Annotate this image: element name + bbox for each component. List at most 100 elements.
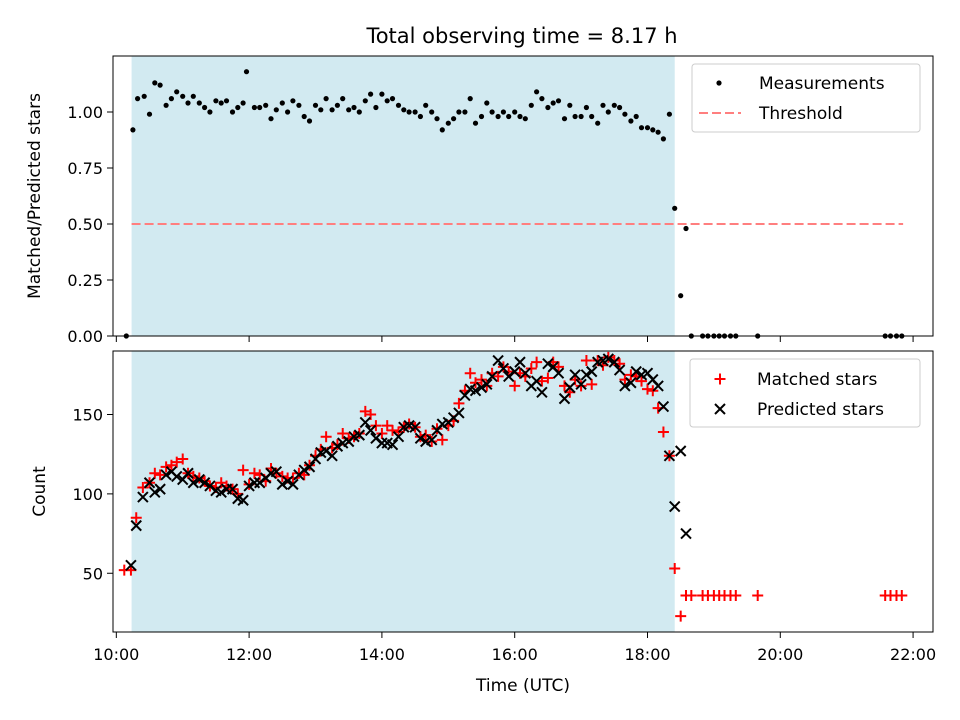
matched-star-point	[553, 361, 565, 373]
predicted-star-point	[469, 384, 482, 397]
top-panel: 0.00 0.25 0.50 0.75 1.00 Matched/Predicted s…	[25, 55, 934, 346]
measurement-point	[484, 100, 490, 106]
matched-star-point	[130, 512, 142, 524]
matched-star-point	[160, 461, 172, 473]
legend-label-measurements: Measurements	[759, 74, 885, 94]
bottom-y-tick-label: 150	[72, 406, 103, 425]
legend-label-predicted: Predicted stars	[757, 400, 884, 420]
matched-star-point	[353, 428, 365, 440]
measurement-point	[395, 102, 402, 108]
measurement-point	[180, 93, 186, 99]
predicted-star-point	[425, 434, 438, 446]
predicted-star-point	[130, 519, 142, 532]
bottom-y-tick-label: 100	[72, 485, 103, 504]
measurement-point	[545, 104, 551, 111]
matched-star-point	[248, 467, 260, 479]
measurement-point	[522, 116, 528, 122]
top-y-tick-label: 0.50	[67, 215, 103, 234]
predicted-star-point	[215, 486, 227, 499]
measurement-point	[423, 102, 429, 108]
measurement-point	[467, 96, 473, 102]
measurement-point	[389, 96, 396, 102]
bottom-y-ticks: 50 100 150	[72, 406, 113, 583]
matched-star-point	[420, 429, 432, 441]
measurement-point	[268, 116, 274, 122]
bottom-x-tick-label: 22:00	[890, 645, 936, 664]
matched-star-point	[276, 470, 288, 482]
matched-star-point	[592, 355, 604, 367]
predicted-star-point	[613, 364, 626, 376]
matched-star-point	[154, 469, 166, 481]
matched-star-point	[525, 362, 537, 374]
measurement-point	[650, 127, 656, 133]
matched-star-point	[497, 361, 509, 373]
predicted-star-point	[486, 370, 498, 383]
measurement-point	[329, 107, 335, 113]
bottom-y-tick-label: 50	[83, 564, 103, 583]
measurement-point	[190, 93, 196, 99]
measurement-point	[572, 113, 578, 120]
predicted-star-point	[182, 467, 194, 479]
predicted-star-point	[270, 465, 283, 478]
measurement-point	[257, 104, 263, 111]
measurement-point	[130, 127, 136, 133]
measurement-point	[406, 109, 412, 115]
predicted-star-point	[331, 440, 344, 452]
measurement-point	[672, 205, 678, 211]
matched-star-point	[270, 467, 282, 479]
predicted-star-point	[514, 356, 526, 368]
measurement-point	[301, 113, 307, 120]
predicted-star-point	[619, 380, 631, 392]
bottom-x-tick-label: 20:00	[757, 645, 803, 664]
predicted-star-point	[125, 559, 137, 572]
legend-marker-measurements	[716, 80, 722, 86]
measurement-point	[617, 104, 623, 111]
measurement-point	[534, 89, 540, 95]
predicted-star-point	[663, 450, 676, 462]
measurement-point	[207, 109, 213, 115]
measurement-point	[528, 102, 534, 108]
predicted-star-point	[414, 432, 427, 445]
predicted-star-point	[680, 527, 692, 540]
measurement-point	[456, 109, 462, 115]
measurement-point	[196, 100, 202, 106]
predicted-star-point	[392, 431, 405, 443]
measurement-point	[202, 104, 208, 111]
matched-star-point	[586, 378, 598, 390]
measurement-point	[666, 111, 673, 117]
measurement-point	[561, 116, 568, 122]
predicted-star-point	[243, 480, 255, 492]
matched-star-point	[685, 589, 697, 601]
measurement-point	[506, 113, 512, 120]
bottom-y-axis-label: Count	[30, 466, 50, 517]
matched-star-point	[137, 482, 149, 494]
measurement-point	[351, 104, 357, 111]
measurement-point	[141, 93, 147, 99]
matched-star-point	[177, 453, 189, 465]
measurement-points	[123, 69, 905, 339]
measurement-point	[628, 118, 634, 124]
measurement-point	[384, 98, 390, 104]
measurement-point	[174, 89, 180, 95]
top-y-tick-label: 0.75	[67, 159, 103, 178]
legend-plus-mark	[714, 373, 726, 385]
measurement-point	[445, 120, 451, 126]
bottom-x-tick-label: 14:00	[359, 645, 405, 664]
measurement-point	[462, 109, 468, 115]
predicted-star-point	[281, 475, 294, 487]
predicted-star-point	[530, 375, 543, 387]
measurement-point	[318, 107, 324, 113]
predicted-star-point	[602, 353, 615, 365]
measurement-point	[401, 107, 407, 113]
predicted-star-point	[580, 369, 593, 381]
predicted-star-point	[652, 380, 664, 392]
measurement-point	[683, 225, 689, 232]
matched-star-point	[293, 467, 305, 479]
top-observing-span	[131, 56, 675, 336]
bottom-observing-span	[131, 351, 675, 632]
measurement-point	[578, 113, 584, 120]
measurement-point	[229, 109, 236, 115]
predicted-star-point	[657, 400, 670, 413]
predicted-star-point	[276, 478, 289, 491]
predicted-star-point	[149, 486, 161, 499]
